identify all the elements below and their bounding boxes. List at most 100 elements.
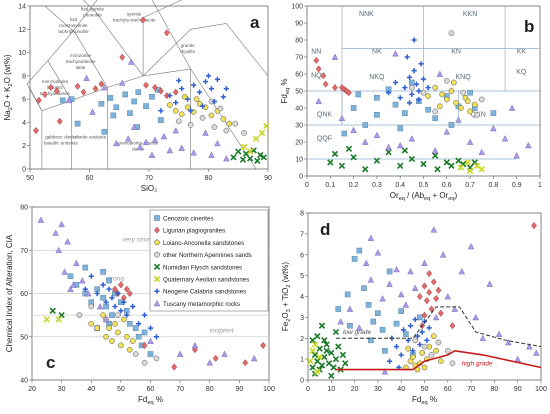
x-tick-label: 30 xyxy=(58,386,66,393)
data-point xyxy=(160,132,168,140)
data-point xyxy=(74,82,81,90)
data-point xyxy=(101,84,108,91)
data-point xyxy=(124,312,130,318)
field-label: trachyandesite xyxy=(66,59,96,64)
data-point xyxy=(505,338,512,346)
data-point xyxy=(508,104,516,111)
data-point xyxy=(37,216,45,223)
data-point xyxy=(432,84,438,91)
data-point xyxy=(127,110,133,116)
data-point xyxy=(341,130,348,137)
series-numidian xyxy=(309,322,349,379)
data-point xyxy=(320,72,327,80)
x-tick-label: 10 xyxy=(327,386,335,393)
y-tick-label: 8 xyxy=(300,211,304,218)
data-point xyxy=(467,108,473,115)
y-tick-label: 2 xyxy=(22,143,26,150)
y-axis-label: Chemical Index of Alteration, CIA xyxy=(5,234,14,352)
y-axis-label: Fe2O3 + TiO2 (wt%) xyxy=(281,262,292,332)
data-point xyxy=(107,95,114,101)
data-point xyxy=(211,98,218,105)
data-point xyxy=(313,56,320,64)
legend-item: Cenozoic cinerites xyxy=(154,215,214,223)
data-point xyxy=(208,86,215,92)
data-point xyxy=(214,76,221,82)
data-point xyxy=(397,290,405,298)
y-tick-label: 0 xyxy=(300,378,304,385)
data-point xyxy=(112,320,118,327)
data-point xyxy=(208,151,215,158)
x-tick-label: 0.9 xyxy=(512,182,522,189)
panel-letter: d xyxy=(320,220,330,239)
data-point xyxy=(455,116,462,123)
data-point xyxy=(149,94,155,100)
legend-item: Neogene Calabria sandstones xyxy=(154,288,246,296)
data-point xyxy=(190,149,197,156)
y-tick-label: 70 xyxy=(295,55,303,62)
data-point xyxy=(185,96,191,102)
subscript: eq xyxy=(147,400,153,406)
data-point xyxy=(467,89,473,96)
data-point xyxy=(398,352,404,358)
data-point xyxy=(433,347,439,354)
x-tick-label: 70 xyxy=(176,386,184,393)
data-point xyxy=(43,316,50,323)
data-point xyxy=(501,135,509,142)
x-tick-label: 50 xyxy=(117,386,125,393)
data-point xyxy=(140,16,146,24)
subscript: 2 xyxy=(8,107,14,110)
y-axis-label: Fdeq % xyxy=(280,79,291,104)
y-tick-label: 2 xyxy=(300,336,304,343)
y-tick-label: 14 xyxy=(18,4,26,11)
label-part: O (wt%) xyxy=(3,54,12,83)
label-part: + Or xyxy=(430,191,448,200)
data-point xyxy=(73,259,80,267)
data-point xyxy=(163,29,170,37)
series-cenozoic xyxy=(335,247,423,358)
label-part: % xyxy=(280,79,289,88)
legend-marker xyxy=(153,263,161,270)
data-point xyxy=(135,333,142,340)
data-point xyxy=(126,320,133,327)
data-point xyxy=(397,125,404,132)
data-point xyxy=(184,104,191,111)
series-calabria xyxy=(385,37,431,106)
data-point xyxy=(120,316,127,323)
x-tick-label: 0 xyxy=(306,386,310,393)
data-point xyxy=(118,342,124,349)
data-point xyxy=(254,157,261,165)
data-point xyxy=(147,337,154,344)
data-point xyxy=(436,70,444,77)
data-point xyxy=(173,100,179,106)
data-point xyxy=(88,273,94,279)
data-point xyxy=(88,320,95,327)
data-point xyxy=(423,297,430,305)
data-point xyxy=(460,89,466,96)
data-point xyxy=(421,259,428,266)
data-point xyxy=(471,101,478,108)
data-point xyxy=(52,229,59,236)
data-point xyxy=(444,293,452,300)
data-point xyxy=(451,305,459,312)
data-point xyxy=(490,110,497,116)
data-point xyxy=(42,90,48,99)
data-point xyxy=(36,96,42,104)
data-point xyxy=(437,358,444,365)
data-point xyxy=(220,116,227,122)
data-point xyxy=(321,337,328,344)
data-point xyxy=(124,135,132,142)
data-point xyxy=(401,147,409,154)
data-point xyxy=(472,313,479,321)
data-point xyxy=(100,295,106,301)
data-point xyxy=(121,299,127,305)
data-point xyxy=(141,341,148,349)
data-point xyxy=(130,123,138,130)
data-point xyxy=(448,88,455,94)
data-point xyxy=(436,103,443,110)
data-point xyxy=(328,372,335,379)
data-point xyxy=(115,290,121,297)
data-point xyxy=(323,341,330,348)
data-point xyxy=(393,320,400,327)
data-point xyxy=(55,316,62,323)
data-point xyxy=(316,353,323,361)
